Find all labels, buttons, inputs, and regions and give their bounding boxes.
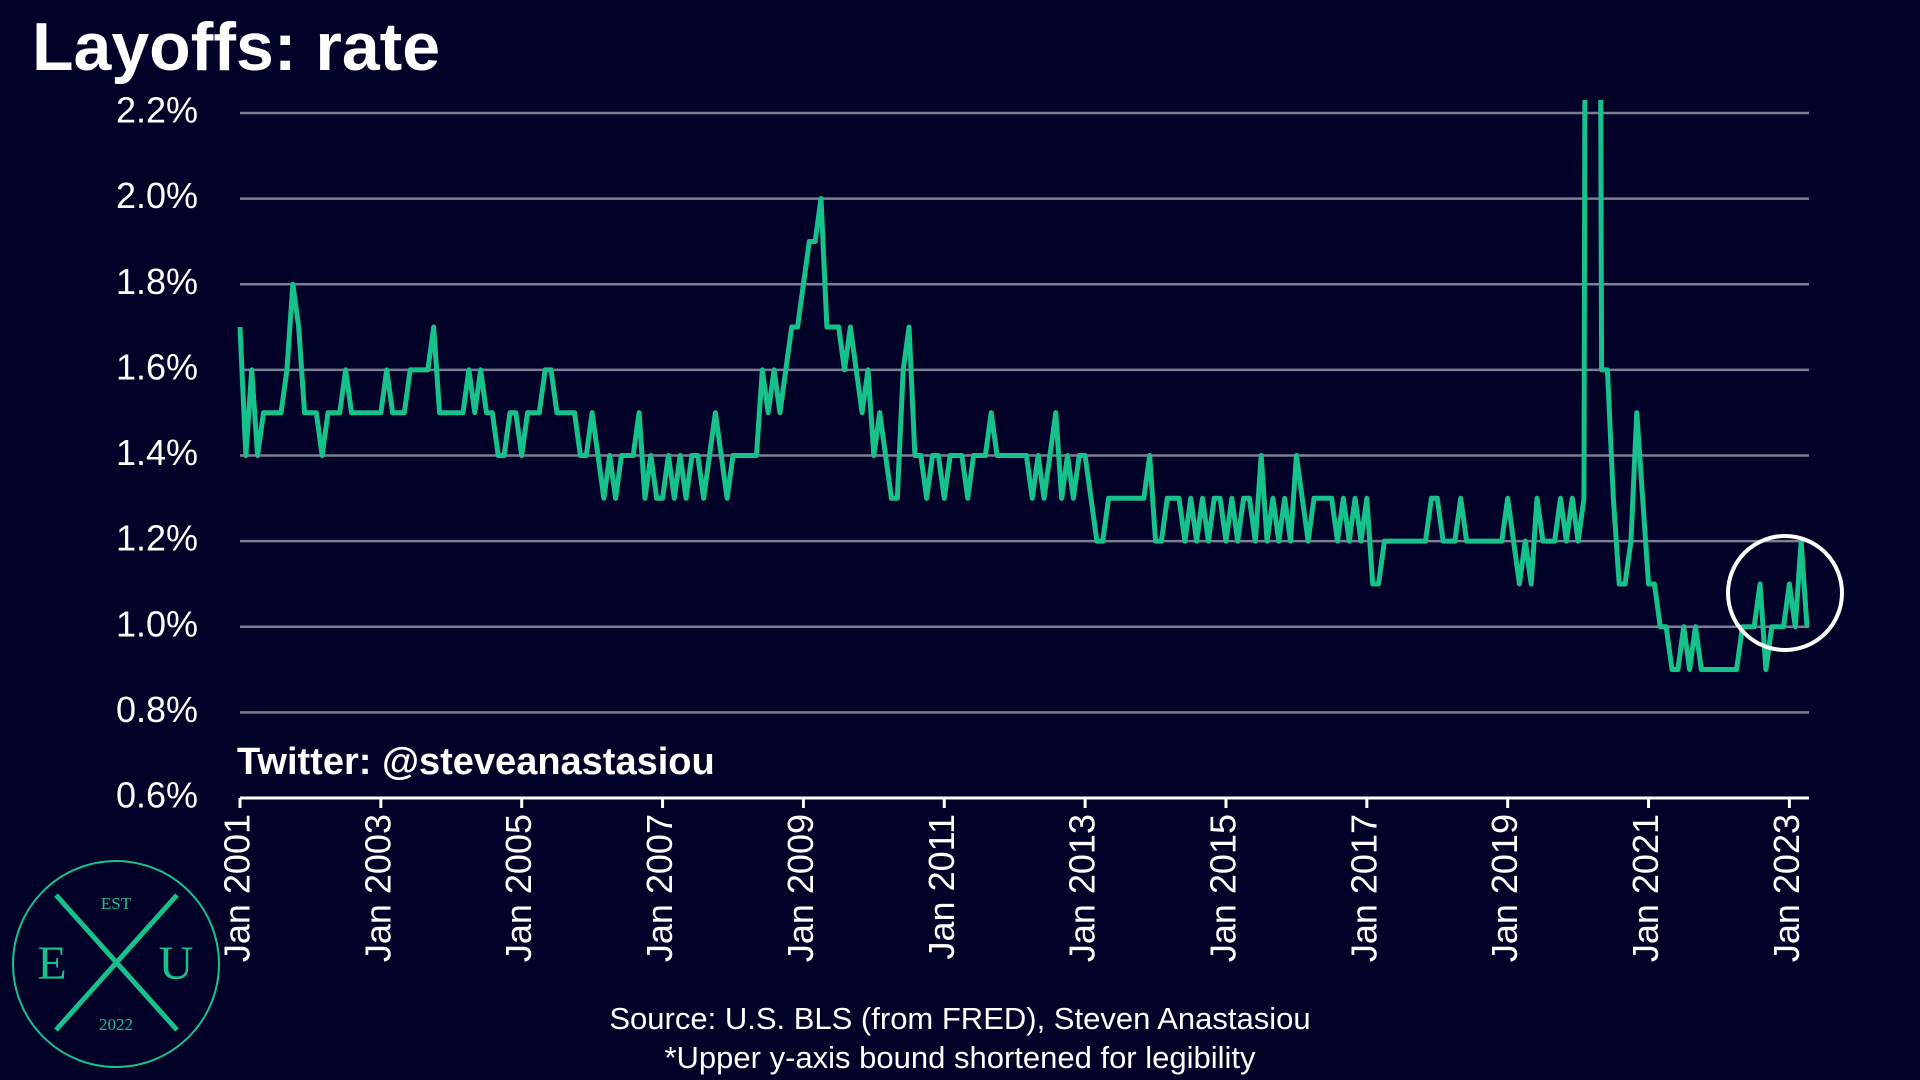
logo-text: U	[159, 937, 194, 990]
x-tick-label: Jan 2009	[780, 814, 821, 962]
logo-text: EST	[101, 894, 132, 913]
logo-text: 2022	[99, 1015, 133, 1034]
x-tick-label: Jan 2015	[1202, 814, 1243, 962]
x-tick-label: Jan 2003	[357, 814, 398, 962]
y-tick-label: 2.0%	[116, 175, 198, 216]
x-tick-label: Jan 2001	[217, 814, 258, 962]
y-tick-label: 1.0%	[116, 603, 198, 644]
chart-title: Layoffs: rate	[32, 9, 440, 85]
y-tick-label: 0.6%	[116, 775, 198, 816]
y-tick-label: 1.8%	[116, 261, 198, 302]
x-tick-label: Jan 2019	[1484, 814, 1525, 962]
logo-ring	[12, 860, 220, 1068]
y-tick-label: 1.4%	[116, 432, 198, 473]
x-tick-label: Jan 2005	[498, 814, 539, 962]
logo-text: E	[37, 937, 66, 990]
x-tick-label: Jan 2021	[1625, 814, 1666, 962]
data-line	[237, 100, 1810, 673]
y-tick-label: 1.6%	[116, 346, 198, 387]
y-tick-label: 2.2%	[116, 90, 198, 131]
y-tick-label: 0.8%	[116, 689, 198, 730]
x-tick-label: Jan 2007	[639, 814, 680, 962]
x-tick-label: Jan 2011	[921, 814, 962, 959]
footnote: *Upper y-axis bound shortened for legibi…	[664, 1040, 1256, 1075]
watermark: Twitter: @steveanastasiou	[237, 741, 715, 783]
logo: EST E U 2022	[12, 860, 220, 1068]
logo-stroke	[54, 893, 179, 1032]
x-tick-label: Jan 2013	[1062, 814, 1103, 962]
x-tick-label: Jan 2017	[1343, 814, 1384, 962]
highlight-circle	[1726, 534, 1844, 652]
source: Source: U.S. BLS (from FRED), Steven Ana…	[609, 1001, 1310, 1036]
x-tick-label: Jan 2023	[1766, 814, 1807, 962]
y-tick-label: 1.2%	[116, 518, 198, 559]
